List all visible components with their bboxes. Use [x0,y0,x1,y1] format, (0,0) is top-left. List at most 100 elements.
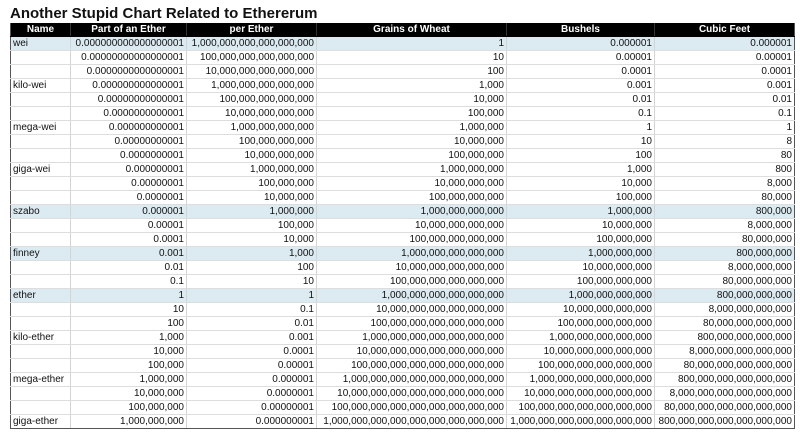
table-row: 0.0000000000001 10,000,000,000,000 100,000… [10,106,795,121]
header-row: Name Part of an Ether per Ether Grains o… [10,23,795,37]
unit-name-cell: kilo-wei [10,78,71,93]
table-row: 0.00000000000000001 100,000,000,000,000,0… [10,50,795,65]
bushels-cell: 1,000,000,000,000,000 [506,330,655,345]
part-of-ether-cell: 1,000 [70,330,187,345]
unit-name-cell [10,358,71,373]
table-row: 0.00001 100,000 10,000,000,000,000 10,000,0… [10,218,795,233]
per-ether-cell: 1,000,000,000,000 [186,120,317,135]
unit-name-cell [10,386,71,401]
table-row: 10 0.1 10,000,000,000,000,000,000 10,000,00… [10,302,795,317]
part-of-ether-cell: 10,000,000 [70,386,187,401]
bushels-cell: 10 [506,134,655,149]
per-ether-cell: 0.001 [186,330,317,345]
cubic-feet-cell: 80,000 [654,190,795,205]
grains-of-wheat-cell: 10,000,000,000,000,000,000 [316,302,507,317]
per-ether-cell: 1,000 [186,246,317,261]
column-header-grains-of-wheat: Grains of Wheat [316,23,507,37]
part-of-ether-cell: 0.000000001 [70,162,187,177]
grains-of-wheat-cell: 100,000 [316,106,507,121]
table-row: mega-wei 0.000000000001 1,000,000,000,000 1… [10,120,795,135]
per-ether-cell: 10,000,000,000,000 [186,106,317,121]
cubic-feet-cell: 0.00001 [654,50,795,65]
part-of-ether-cell: 0.00000000001 [70,134,187,149]
unit-name-cell: giga-ether [10,414,71,429]
bushels-cell: 10,000 [506,176,655,191]
cubic-feet-cell: 0.1 [654,106,795,121]
unit-name-cell: mega-wei [10,120,71,135]
cubic-feet-cell: 800,000,000,000,000,000 [654,372,795,387]
grains-of-wheat-cell: 1,000,000 [316,120,507,135]
bushels-cell: 100,000,000,000,000,000,000 [506,400,655,415]
bushels-cell: 1,000,000,000,000 [506,288,655,303]
part-of-ether-cell: 0.01 [70,260,187,275]
unit-name-cell: finney [10,246,71,261]
grains-of-wheat-cell: 1,000,000,000,000,000 [316,246,507,261]
unit-name-cell [10,148,71,163]
unit-name-cell: mega-ether [10,372,71,387]
grains-of-wheat-cell: 1,000,000,000,000,000,000,000,000,000 [316,414,507,429]
part-of-ether-cell: 0.0001 [70,232,187,247]
part-of-ether-cell: 0.1 [70,274,187,289]
part-of-ether-cell: 1 [70,288,187,303]
unit-name-cell [10,344,71,359]
grains-of-wheat-cell: 1,000,000,000,000,000,000 [316,288,507,303]
per-ether-cell: 100,000,000 [186,176,317,191]
table-row: ether 1 1 1,000,000,000,000,000,000 1,000,00… [10,288,795,303]
grains-of-wheat-cell: 10,000 [316,92,507,107]
grains-of-wheat-cell: 10,000,000,000 [316,176,507,191]
part-of-ether-cell: 10 [70,302,187,317]
grains-of-wheat-cell: 1,000,000,000 [316,162,507,177]
grains-of-wheat-cell: 100 [316,64,507,79]
part-of-ether-cell: 1,000,000,000 [70,414,187,429]
grains-of-wheat-cell: 100,000,000,000 [316,190,507,205]
column-header-name: Name [10,23,71,37]
table-row: giga-ether 1,000,000,000 0.000000001 1,000,… [10,414,795,429]
part-of-ether-cell: 100,000 [70,358,187,373]
table-row: 100,000,000 0.00000001 100,000,000,000,000… [10,400,795,415]
per-ether-cell: 0.00000001 [186,400,317,415]
bushels-cell: 1,000,000,000 [506,246,655,261]
bushels-cell: 1,000,000 [506,204,655,219]
unit-name-cell [10,302,71,317]
column-header-per-ether: per Ether [186,23,317,37]
table-row: 100,000 0.00001 100,000,000,000,000,000,00… [10,358,795,373]
table-row: 0.0000001 10,000,000 100,000,000,000 100,00… [10,190,795,205]
grains-of-wheat-cell: 1,000,000,000,000,000,000,000 [316,330,507,345]
part-of-ether-cell: 0.000000000001 [70,120,187,135]
unit-name-cell [10,92,71,107]
bushels-cell: 100,000,000,000 [506,274,655,289]
cubic-feet-cell: 800,000 [654,204,795,219]
column-header-part-of-an-ether: Part of an Ether [70,23,187,37]
bushels-cell: 0.0001 [506,64,655,79]
unit-name-cell: giga-wei [10,162,71,177]
unit-name-cell: ether [10,288,71,303]
part-of-ether-cell: 0.00000000000000001 [70,50,187,65]
part-of-ether-cell: 0.000000000000000001 [70,36,187,51]
per-ether-cell: 100 [186,260,317,275]
per-ether-cell: 10,000,000 [186,190,317,205]
cubic-feet-cell: 0.001 [654,78,795,93]
cubic-feet-cell: 80 [654,148,795,163]
unit-name-cell [10,190,71,205]
bushels-cell: 0.001 [506,78,655,93]
table-row: 0.00000001 100,000,000 10,000,000,000 10,00… [10,176,795,191]
per-ether-cell: 0.1 [186,302,317,317]
per-ether-cell: 0.00001 [186,358,317,373]
per-ether-cell: 0.000000001 [186,414,317,429]
unit-name-cell [10,274,71,289]
cubic-feet-cell: 80,000,000,000 [654,274,795,289]
part-of-ether-cell: 0.000001 [70,204,187,219]
table-row: 0.0001 10,000 100,000,000,000,000 100,000,0… [10,232,795,247]
cubic-feet-cell: 8,000,000,000,000 [654,302,795,317]
unit-name-cell [10,260,71,275]
grains-of-wheat-cell: 100,000,000,000,000,000,000,000 [316,358,507,373]
cubic-feet-cell: 0.0001 [654,64,795,79]
bushels-cell: 0.000001 [506,36,655,51]
grains-of-wheat-cell: 10,000,000,000,000 [316,218,507,233]
part-of-ether-cell: 0.001 [70,246,187,261]
bushels-cell: 100,000,000,000,000,000 [506,358,655,373]
per-ether-cell: 100,000 [186,218,317,233]
table-row: 0.1 10 100,000,000,000,000,000 100,000,000,… [10,274,795,289]
per-ether-cell: 0.0001 [186,344,317,359]
cubic-feet-cell: 800 [654,162,795,177]
